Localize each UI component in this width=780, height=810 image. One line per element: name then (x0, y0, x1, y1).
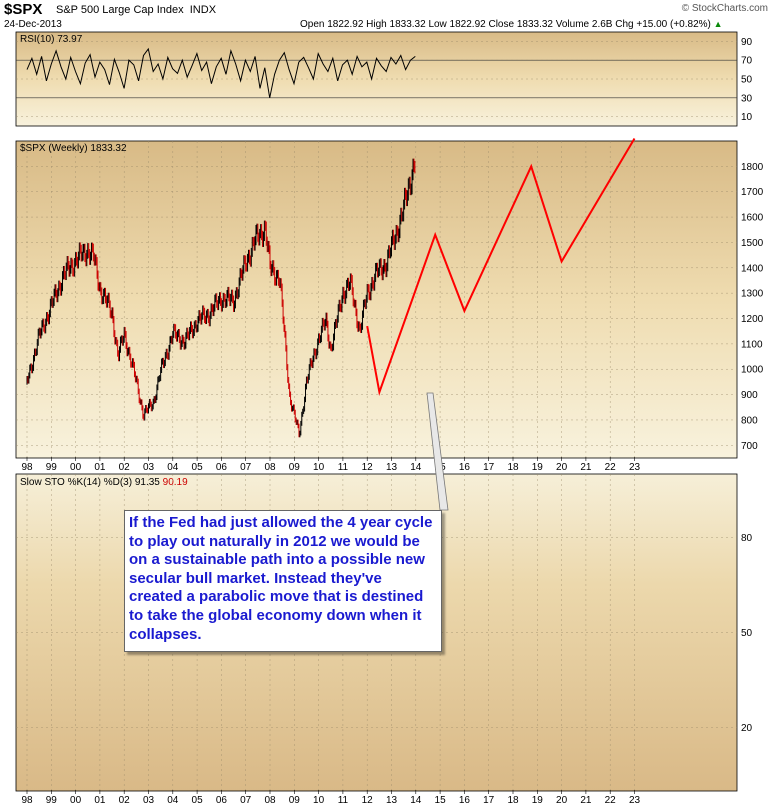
sto-d-value: 90.19 (163, 477, 188, 488)
x-tick-label: 09 (289, 462, 301, 473)
x-tick-label: 03 (143, 462, 155, 473)
rsi-tick-label: 70 (741, 56, 753, 67)
x-tick-label: 05 (192, 462, 204, 473)
x-tick-label: 10 (313, 462, 325, 473)
x-tick-label: 21 (580, 795, 592, 806)
x-tick-label: 99 (46, 795, 58, 806)
x-tick-label: 22 (605, 795, 617, 806)
price-tick-label: 1500 (741, 238, 764, 249)
x-tick-label: 20 (556, 462, 568, 473)
x-tick-label: 05 (192, 795, 204, 806)
price-tick-label: 1800 (741, 162, 764, 173)
x-tick-label: 17 (483, 462, 495, 473)
price-tick-label: 700 (741, 441, 758, 452)
price-tick-label: 900 (741, 390, 758, 401)
price-tick-label: 1600 (741, 213, 764, 224)
stockcharts-brand: © StockCharts.com (681, 3, 768, 14)
x-tick-label: 15 (435, 795, 447, 806)
quote-line: Open 1822.92 High 1833.32 Low 1822.92 Cl… (300, 19, 723, 30)
rsi-line (26, 47, 416, 98)
date-label: 24-Dec-2013 (4, 19, 62, 30)
sto-tick-label: 80 (741, 533, 753, 544)
rsi-title: RSI(10) 73.97 (20, 34, 83, 45)
rsi-panel: RSI(10) 73.97 10 30 50 70 90 (15, 31, 753, 127)
x-tick-label: 13 (386, 462, 398, 473)
x-tick-label: 13 (386, 795, 398, 806)
price-panel-frame (15, 140, 738, 459)
x-tick-label: 99 (46, 462, 58, 473)
sto-tick-label: 20 (741, 723, 753, 734)
x-tick-label: 18 (507, 795, 519, 806)
x-tick-label: 02 (119, 462, 131, 473)
symbol-label: $SPX (4, 1, 43, 18)
up-arrow-icon: ▲ (713, 19, 723, 29)
x-tick-label: 16 (459, 462, 471, 473)
rsi-tick-label: 90 (741, 37, 753, 48)
x-tick-label: 22 (605, 462, 617, 473)
x-tick-label: 07 (240, 795, 252, 806)
price-panel: $SPX (Weekly) 1833.32 700 800 900 1000 1100 1… (15, 137, 764, 459)
x-tick-label: 17 (483, 795, 495, 806)
rsi-tick-label: 10 (741, 112, 753, 123)
sto-title: Slow STO %K(14) %D(3) 91.35 90.19 (20, 477, 188, 488)
x-tick-label: 00 (70, 795, 82, 806)
x-axis-bottom: 98 99 00 01 02 03 04 05 06 07 08 09 10 11 12 13 14 15 16 17… (21, 790, 640, 806)
x-tick-label: 03 (143, 795, 155, 806)
x-tick-label: 08 (264, 795, 276, 806)
x-tick-label: 11 (338, 795, 349, 806)
x-tick-label: 98 (21, 462, 33, 473)
x-axis-top: 9899000102030405060708091011121314151617… (21, 457, 640, 473)
exchange-label: INDX (189, 4, 217, 16)
x-tick-label: 19 (532, 795, 544, 806)
x-tick-label: 20 (556, 795, 568, 806)
price-tick-label: 1700 (741, 187, 764, 198)
symbol-name: S&P 500 Large Cap Index INDX (56, 4, 217, 16)
price-title: $SPX (Weekly) 1833.32 (20, 143, 127, 154)
x-tick-label: 14 (410, 795, 422, 806)
rsi-tick-label: 30 (741, 93, 753, 104)
x-tick-label: 12 (362, 462, 374, 473)
projection-line (366, 137, 636, 396)
rsi-tick-label: 50 (741, 75, 753, 86)
x-tick-label: 00 (70, 462, 82, 473)
x-tick-label: 18 (507, 462, 519, 473)
x-tick-label: 01 (94, 795, 106, 806)
x-tick-label: 04 (167, 795, 179, 806)
price-tick-label: 1300 (741, 289, 764, 300)
chart-header: $SPX S&P 500 Large Cap Index INDX 24-Dec… (0, 0, 780, 32)
x-tick-label: 07 (240, 462, 252, 473)
price-tick-label: 1200 (741, 314, 764, 325)
x-tick-label: 16 (459, 795, 471, 806)
x-tick-label: 23 (629, 462, 641, 473)
x-tick-label: 14 (410, 462, 422, 473)
x-tick-label: 02 (119, 795, 131, 806)
x-tick-label: 10 (313, 795, 325, 806)
x-tick-label: 11 (338, 462, 349, 473)
price-tick-label: 800 (741, 415, 758, 426)
x-tick-label: 23 (629, 795, 641, 806)
x-tick-label: 19 (532, 462, 544, 473)
callout-pointer (426, 392, 449, 511)
x-tick-label: 98 (21, 795, 33, 806)
x-tick-label: 06 (216, 462, 228, 473)
price-tick-label: 1000 (741, 365, 764, 376)
sto-tick-label: 50 (741, 628, 753, 639)
price-tick-label: 1100 (741, 339, 763, 350)
price-tick-label: 1400 (741, 263, 764, 274)
x-tick-label: 08 (264, 462, 276, 473)
x-tick-label: 01 (94, 462, 106, 473)
x-tick-label: 04 (167, 462, 179, 473)
x-tick-label: 09 (289, 795, 301, 806)
annotation-callout: If the Fed had just allowed the 4 year c… (124, 510, 442, 652)
x-tick-label: 06 (216, 795, 228, 806)
x-tick-label: 12 (362, 795, 374, 806)
annotation-text: If the Fed had just allowed the 4 year c… (129, 514, 433, 643)
x-tick-label: 21 (580, 462, 592, 473)
